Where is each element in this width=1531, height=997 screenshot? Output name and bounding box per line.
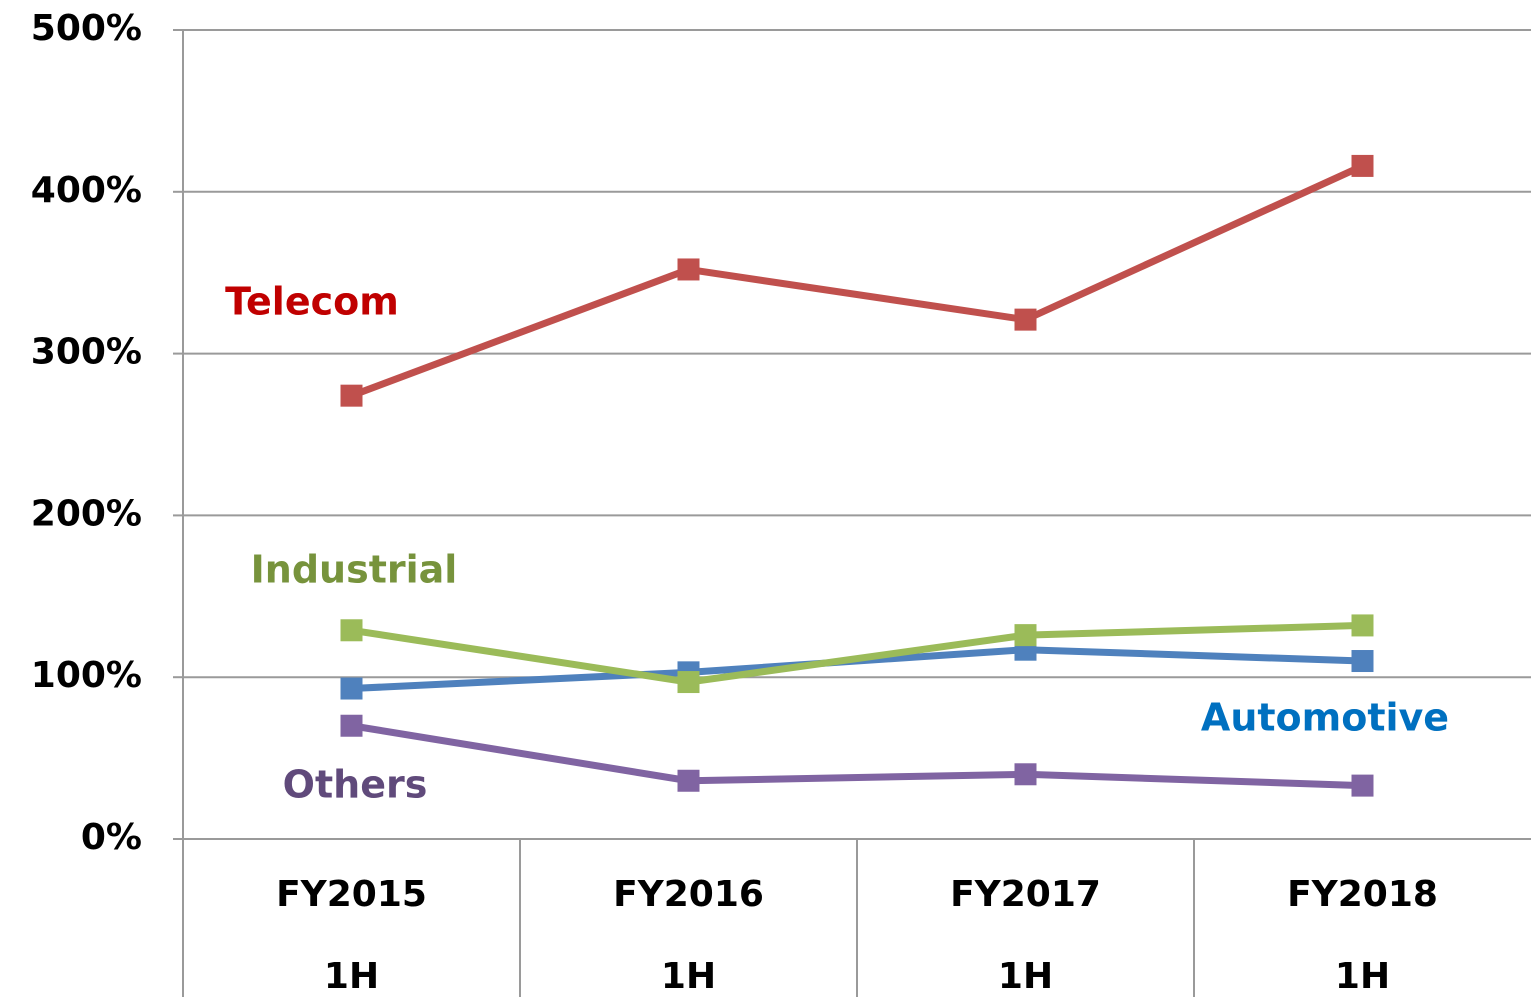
marker xyxy=(1351,774,1374,797)
marker xyxy=(1351,154,1374,177)
series-line xyxy=(350,722,1363,790)
x-tick-label: 1H xyxy=(998,956,1053,997)
marker xyxy=(1014,308,1037,331)
marker xyxy=(1014,624,1037,647)
marker xyxy=(340,677,363,700)
y-tick-label: 500% xyxy=(31,8,142,49)
x-tick-label: 1H xyxy=(1335,956,1390,997)
x-tick-label: FY2018 xyxy=(1287,874,1438,915)
x-tick-label: 1H xyxy=(324,956,379,997)
series-line xyxy=(350,162,1364,399)
y-tick-label: 200% xyxy=(31,493,142,534)
y-tick-label: 400% xyxy=(31,170,142,211)
series-label: Industrial xyxy=(251,548,458,592)
series-label: Automotive xyxy=(1201,696,1449,740)
series-line xyxy=(350,621,1363,686)
marker xyxy=(340,384,363,407)
x-tick-label: FY2017 xyxy=(950,874,1101,915)
series-label: Others xyxy=(283,763,428,807)
series-label: Telecom xyxy=(225,280,399,324)
marker xyxy=(677,769,700,792)
y-tick-label: 0% xyxy=(81,817,142,858)
marker xyxy=(340,619,363,642)
x-tick-label: FY2015 xyxy=(276,874,427,915)
y-tick-label: 100% xyxy=(31,655,142,696)
marker xyxy=(677,258,700,281)
marker xyxy=(1014,763,1037,786)
marker xyxy=(1351,650,1374,673)
y-tick-label: 300% xyxy=(31,332,142,373)
marker xyxy=(677,671,700,694)
x-tick-label: FY2016 xyxy=(613,874,764,915)
marker xyxy=(340,714,363,737)
marker xyxy=(1351,614,1374,637)
x-tick-label: 1H xyxy=(661,956,716,997)
